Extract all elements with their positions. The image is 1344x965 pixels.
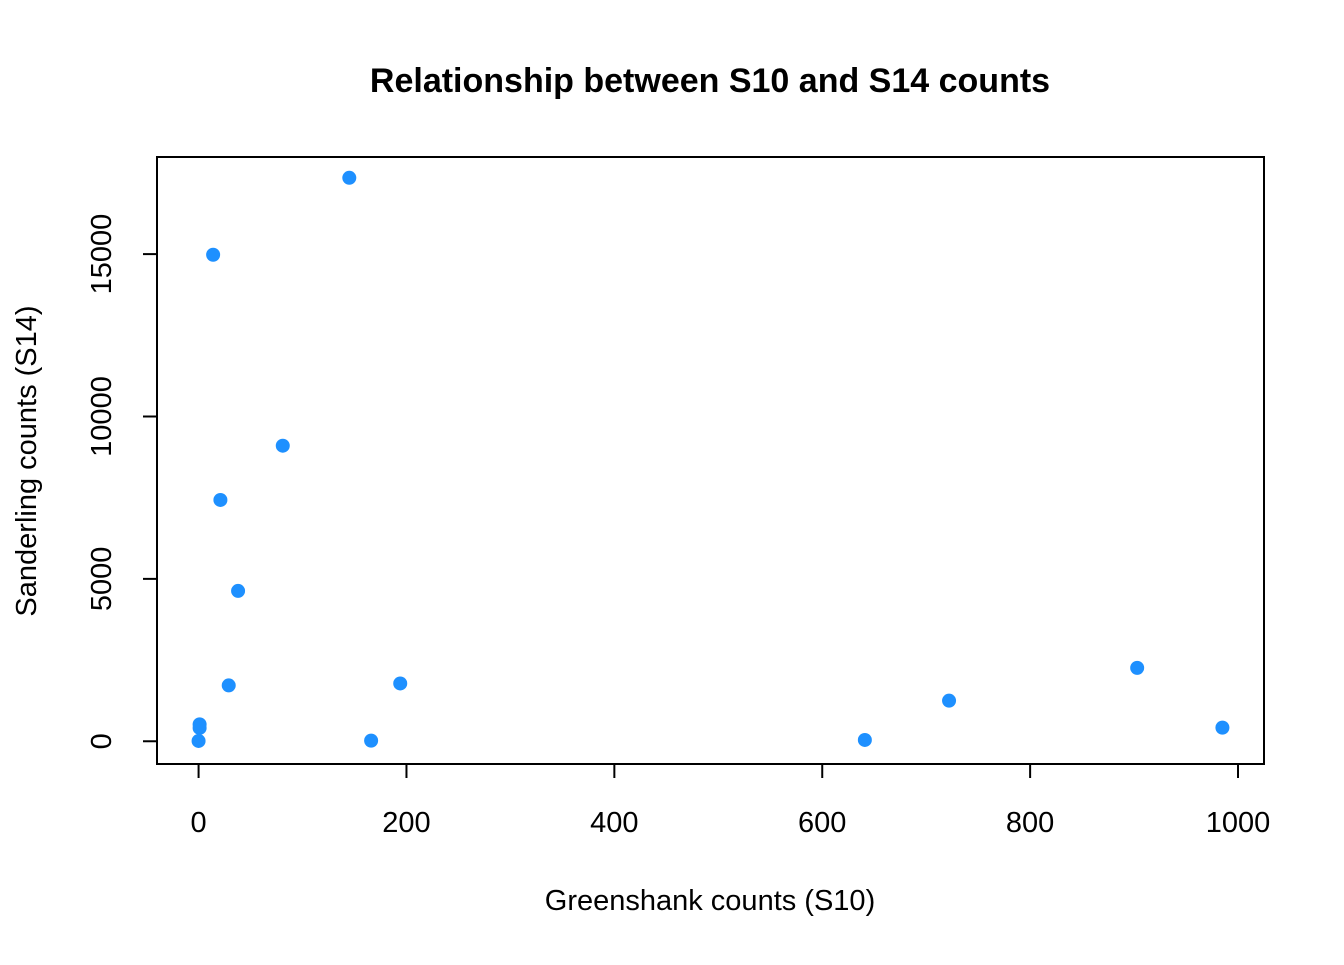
- data-point: [231, 583, 246, 598]
- x-tick-label: 800: [1006, 807, 1054, 839]
- plot-frame: [156, 156, 1265, 765]
- data-point: [942, 693, 957, 708]
- y-tick-label: 10000: [86, 376, 118, 457]
- y-axis-label: Sanderling counts (S14): [11, 305, 43, 616]
- data-points: [191, 170, 1230, 748]
- x-tick-label: 400: [590, 807, 638, 839]
- data-point: [213, 492, 228, 507]
- data-point: [364, 733, 379, 748]
- y-axis: 0 5000 10000 15000: [86, 214, 158, 749]
- data-point: [206, 247, 221, 262]
- data-point: [857, 732, 872, 747]
- data-point: [191, 733, 206, 748]
- chart-title: Relationship between S10 and S14 counts: [370, 62, 1050, 100]
- data-point: [275, 438, 290, 453]
- x-axis: 0 200 400 600 800 1000: [191, 763, 1271, 839]
- x-tick-label: 200: [382, 807, 430, 839]
- y-tick-label: 15000: [86, 214, 118, 295]
- x-axis-label: Greenshank counts (S10): [545, 885, 875, 917]
- x-tick-label: 0: [191, 807, 207, 839]
- data-point: [192, 720, 207, 735]
- y-tick-label: 0: [86, 733, 118, 749]
- data-point: [221, 678, 236, 693]
- x-tick-label: 600: [798, 807, 846, 839]
- data-point: [393, 676, 408, 691]
- data-point: [1215, 720, 1230, 735]
- x-tick-label: 1000: [1206, 807, 1271, 839]
- data-point: [342, 170, 357, 185]
- data-point: [1130, 660, 1145, 675]
- y-tick-label: 5000: [86, 547, 118, 612]
